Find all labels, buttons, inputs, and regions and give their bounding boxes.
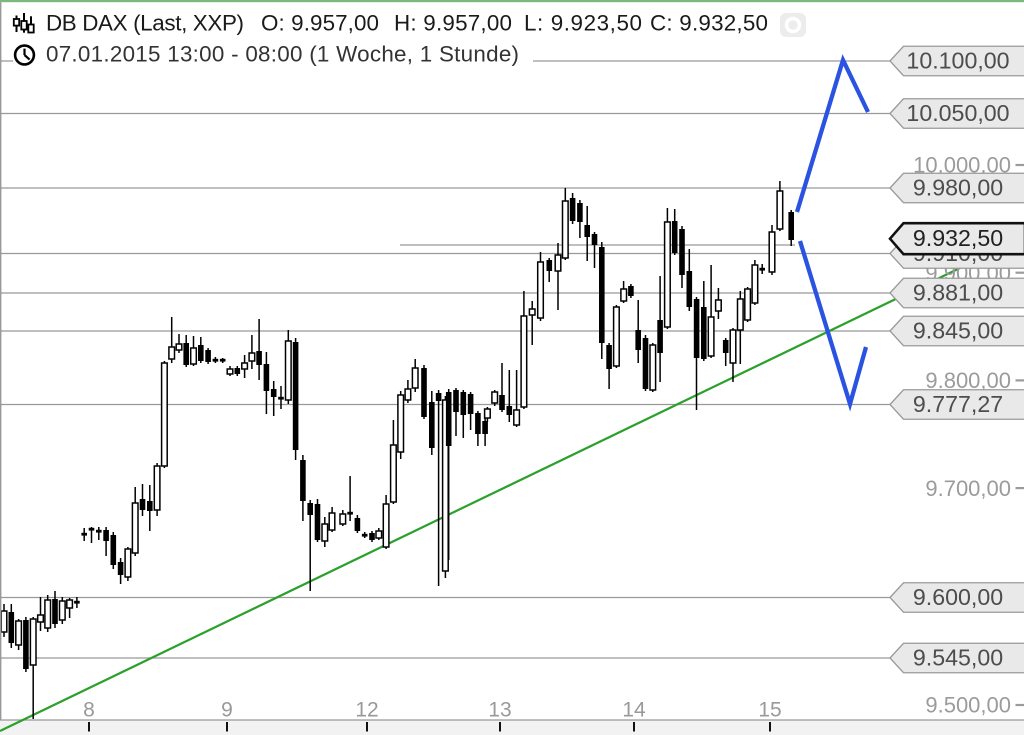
svg-text:9.845,00: 9.845,00 (913, 317, 1003, 343)
svg-text:L: 9.923,50: L: 9.923,50 (524, 11, 642, 36)
svg-text:9.881,00: 9.881,00 (913, 279, 1003, 305)
svg-text:9.500,00: 9.500,00 (925, 693, 1011, 718)
svg-text:9.600,00: 9.600,00 (913, 584, 1003, 610)
svg-text:C: 9.932,50: C: 9.932,50 (650, 11, 768, 36)
svg-text:9.800,00: 9.800,00 (925, 368, 1011, 393)
svg-text:10.050,00: 10.050,00 (906, 100, 1009, 126)
svg-text:H: 9.957,00: H: 9.957,00 (394, 11, 512, 36)
svg-text:14: 14 (622, 699, 646, 722)
svg-text:9.932,50: 9.932,50 (913, 225, 1003, 251)
svg-text:9.545,00: 9.545,00 (913, 644, 1003, 670)
svg-text:07.01.2015 13:00 - 08:00 (1 Wo: 07.01.2015 13:00 - 08:00 (1 Woche, 1 Stu… (46, 42, 519, 67)
svg-text:9.980,00: 9.980,00 (913, 174, 1003, 200)
svg-text:O: 9.957,00: O: 9.957,00 (261, 11, 379, 36)
svg-text:13: 13 (488, 699, 511, 722)
svg-text:10.100,00: 10.100,00 (906, 47, 1009, 73)
svg-text:12: 12 (355, 699, 378, 722)
svg-text:DB DAX (Last, XXP): DB DAX (Last, XXP) (46, 11, 244, 36)
svg-text:9.700,00: 9.700,00 (925, 476, 1011, 501)
svg-text:9: 9 (221, 699, 233, 722)
svg-text:8: 8 (83, 699, 95, 722)
svg-text:15: 15 (758, 699, 781, 722)
svg-text:9.777,27: 9.777,27 (913, 391, 1003, 417)
